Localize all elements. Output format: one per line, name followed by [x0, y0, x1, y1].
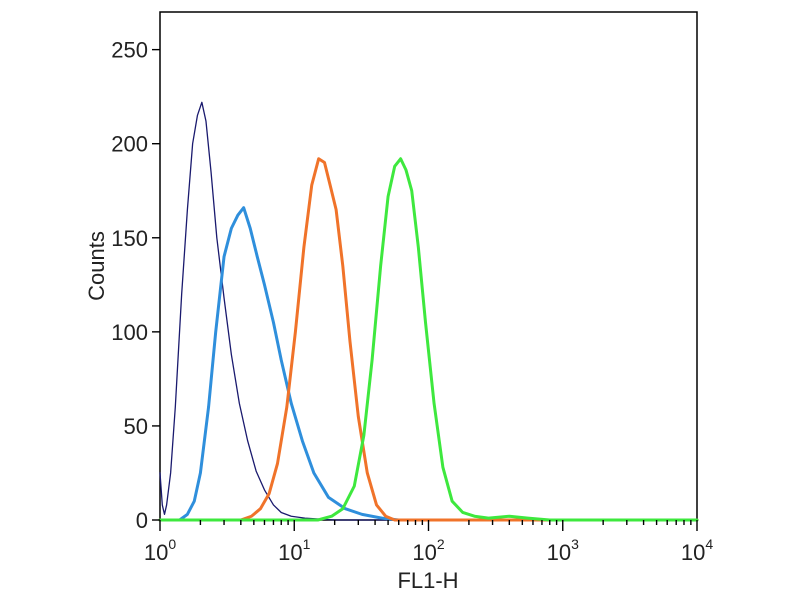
histogram-series-4	[158, 157, 699, 522]
x-axis-ticks: 100 101 102 103 104	[144, 520, 713, 565]
y-tick-label: 100	[111, 320, 148, 345]
x-tick-label: 103	[547, 536, 579, 565]
y-tick-label: 200	[111, 132, 148, 157]
x-tick-label: 102	[412, 536, 444, 565]
y-axis-ticks: 0 50 100 150 200 250	[111, 38, 160, 533]
x-tick-label: 104	[681, 536, 713, 565]
y-axis-label: Counts	[84, 231, 109, 301]
plot-area	[159, 11, 698, 521]
series-layer	[158, 101, 699, 522]
x-axis-label: FL1-H	[397, 568, 458, 593]
y-tick-label: 50	[124, 414, 148, 439]
x-tick-label: 100	[144, 536, 176, 565]
histogram-series-2	[158, 206, 699, 522]
histogram-series-1	[159, 101, 698, 521]
x-tick-label: 101	[278, 536, 310, 565]
y-tick-label: 250	[111, 38, 148, 63]
y-tick-label: 0	[136, 508, 148, 533]
y-tick-label: 150	[111, 226, 148, 251]
histogram-series-3	[158, 157, 699, 522]
